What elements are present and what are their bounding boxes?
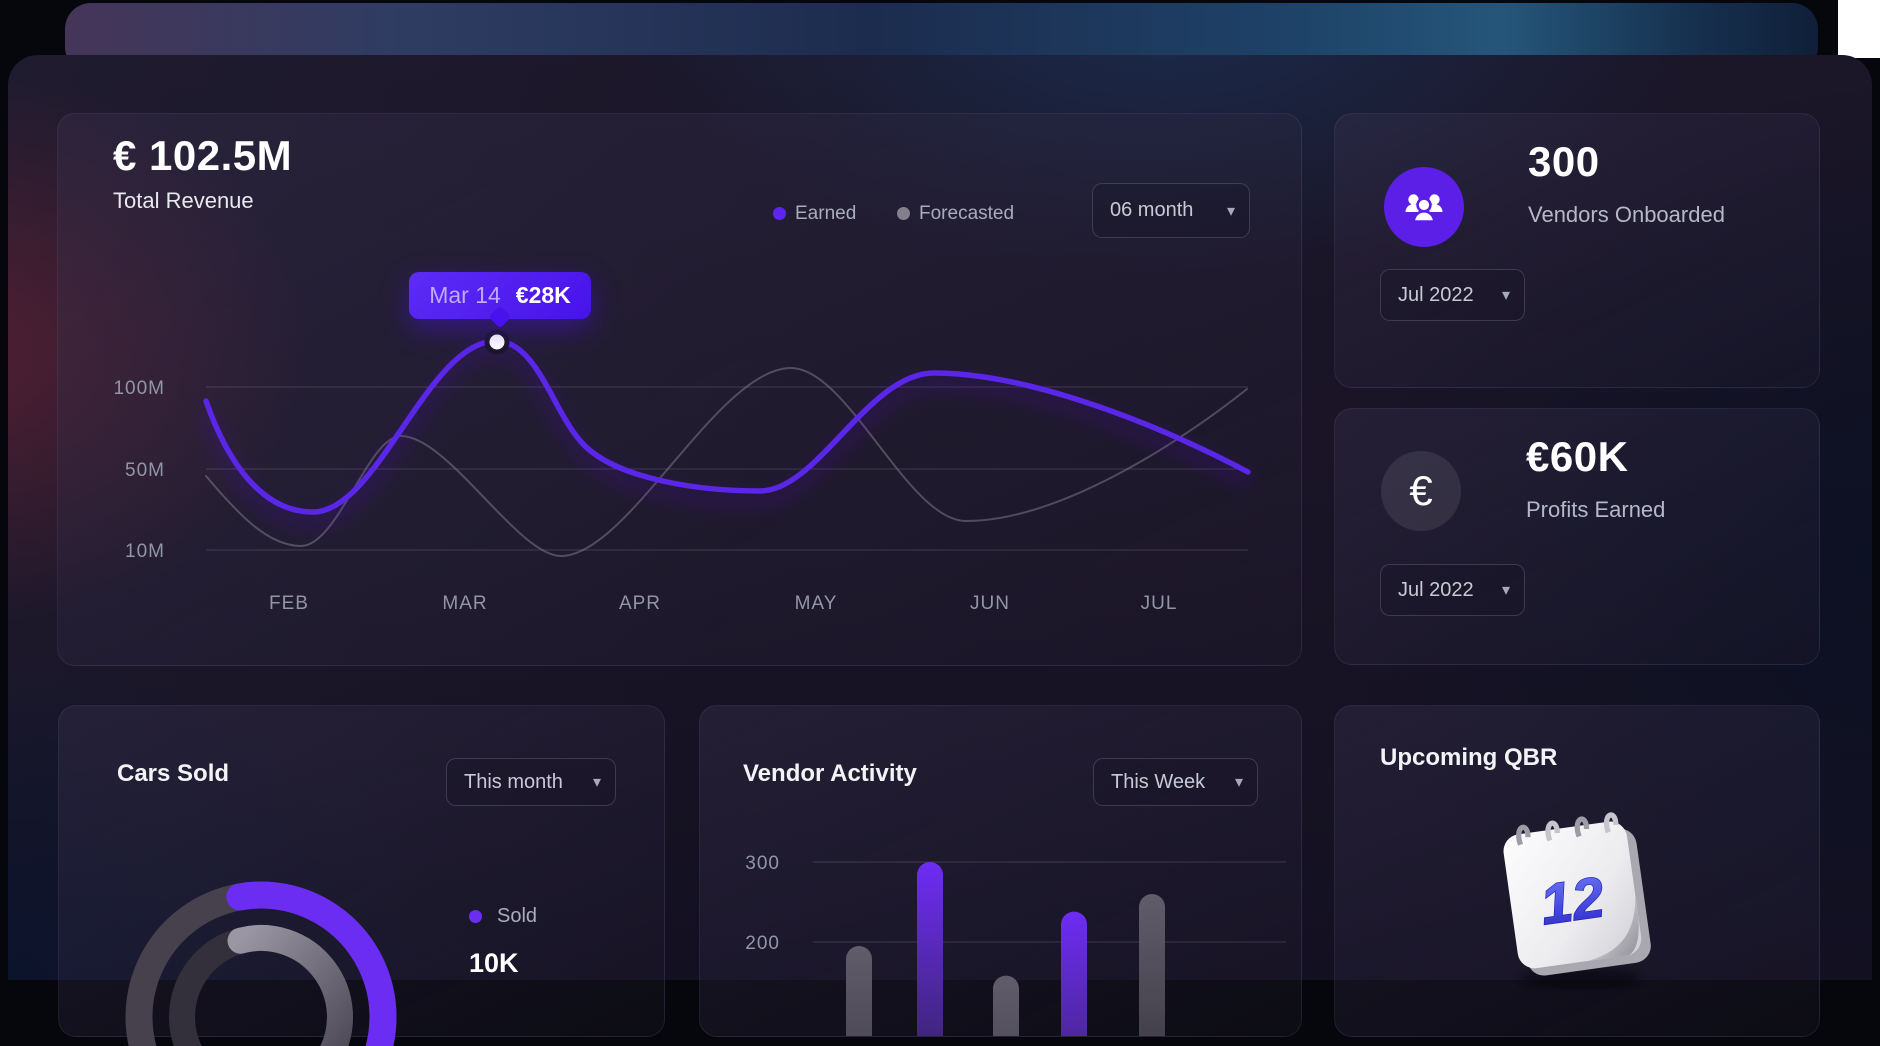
vendor-activity-title: Vendor Activity (743, 760, 917, 787)
x-tick-may: MAY (795, 593, 838, 614)
total-revenue-card: € 102.5M Total Revenue Earned Forecasted… (57, 113, 1302, 666)
calendar-front-page (1503, 821, 1642, 969)
cars-period-dropdown[interactable]: This month ▾ (446, 758, 616, 806)
people-group-icon (1405, 194, 1443, 223)
cars-sold-card: Cars Sold This month ▾ Sold 10K (58, 705, 665, 1046)
forecasted-line (205, 366, 1248, 558)
data-point-dot[interactable] (484, 329, 510, 355)
tooltip-date: Mar 14 (429, 282, 501, 308)
donut-sold-arc (226, 881, 397, 1046)
chevron-down-icon: ▾ (1501, 287, 1510, 304)
revenue-period-dropdown-label: 06 month (1110, 199, 1194, 221)
x-tick-jul: JUL (1141, 593, 1178, 614)
page-corner-background (1838, 0, 1880, 58)
activity-y-tick-200: 200 (745, 933, 780, 954)
vendors-period-dropdown-label: Jul 2022 (1398, 283, 1474, 306)
revenue-period-dropdown[interactable]: 06 month ▾ (1092, 183, 1250, 238)
y-tick-10M: 10M (125, 541, 165, 562)
profits-icon-circle: € (1381, 451, 1461, 531)
activity-bar (993, 975, 1019, 1036)
forecasted-legend-dot (897, 207, 910, 220)
vendors-label: Vendors Onboarded (1528, 202, 1725, 227)
calendar-day: 12 (1536, 865, 1608, 937)
revenue-line-chart: 100M 50M 10M FEB MAR APR MAY JUN JUL (113, 329, 1251, 614)
calendar-page-curl (1587, 894, 1639, 962)
upcoming-qbr-title: Upcoming QBR (1380, 744, 1558, 771)
cars-sold-title: Cars Sold (117, 760, 230, 787)
earned-legend-label: Earned (795, 203, 857, 224)
vendors-value: 300 (1528, 138, 1600, 185)
cars-period-dropdown-label: This month (464, 770, 563, 793)
activity-bar (917, 862, 943, 1036)
chart-tooltip: Mar 14 €28K (409, 272, 591, 319)
profits-earned-card: € €60K Profits Earned Jul 2022 ▾ (1334, 408, 1820, 665)
sold-legend-label: Sold (497, 905, 538, 927)
x-tick-mar: MAR (442, 593, 487, 614)
profits-label: Profits Earned (1526, 497, 1666, 522)
profits-period-dropdown[interactable]: Jul 2022 ▾ (1380, 564, 1525, 616)
y-tick-50M: 50M (125, 460, 165, 481)
sold-legend-value: 10K (469, 948, 519, 978)
x-tick-jun: JUN (970, 593, 1010, 614)
main-sheet (8, 55, 1872, 980)
sold-legend-dot (469, 910, 482, 923)
profits-period-dropdown-label: Jul 2022 (1398, 578, 1474, 601)
calendar-icon: 12 (1503, 812, 1651, 988)
activity-y-tick-300: 300 (745, 853, 780, 874)
vendors-onboarded-card: 300 Vendors Onboarded Jul 2022 ▾ (1334, 113, 1820, 388)
chevron-down-icon: ▾ (592, 774, 601, 791)
cars-sold-donut-chart (125, 881, 397, 1046)
vendors-icon-circle (1384, 167, 1464, 247)
activity-bar (1061, 911, 1087, 1036)
x-tick-apr: APR (619, 593, 661, 614)
activity-bars-group (846, 862, 1165, 1036)
activity-bar (1139, 894, 1165, 1036)
y-tick-100M: 100M (113, 378, 165, 399)
total-revenue-value: € 102.5M (113, 132, 293, 179)
vendor-activity-card: Vendor Activity This Week ▾ 300 200 (699, 705, 1302, 1037)
chevron-down-icon: ▾ (1226, 202, 1235, 220)
activity-period-dropdown[interactable]: This Week ▾ (1093, 758, 1258, 806)
activity-bar (846, 946, 872, 1036)
forecasted-legend-label: Forecasted (919, 203, 1015, 224)
profits-value: €60K (1526, 433, 1629, 480)
euro-icon: € (1409, 467, 1433, 514)
tooltip-value: €28K (515, 282, 571, 308)
upcoming-qbr-card: Upcoming QBR 12 (1334, 705, 1820, 1037)
earned-line (203, 338, 1251, 515)
x-tick-feb: FEB (269, 593, 309, 614)
activity-period-dropdown-label: This Week (1111, 770, 1206, 793)
chevron-down-icon: ▾ (1234, 774, 1243, 791)
donut-inner-arc (227, 925, 353, 1046)
total-revenue-label: Total Revenue (113, 188, 254, 213)
chevron-down-icon: ▾ (1501, 582, 1510, 599)
vendor-activity-bar-chart: 300 200 (745, 853, 1286, 1036)
earned-legend-dot (773, 207, 786, 220)
vendors-period-dropdown[interactable]: Jul 2022 ▾ (1380, 269, 1525, 321)
